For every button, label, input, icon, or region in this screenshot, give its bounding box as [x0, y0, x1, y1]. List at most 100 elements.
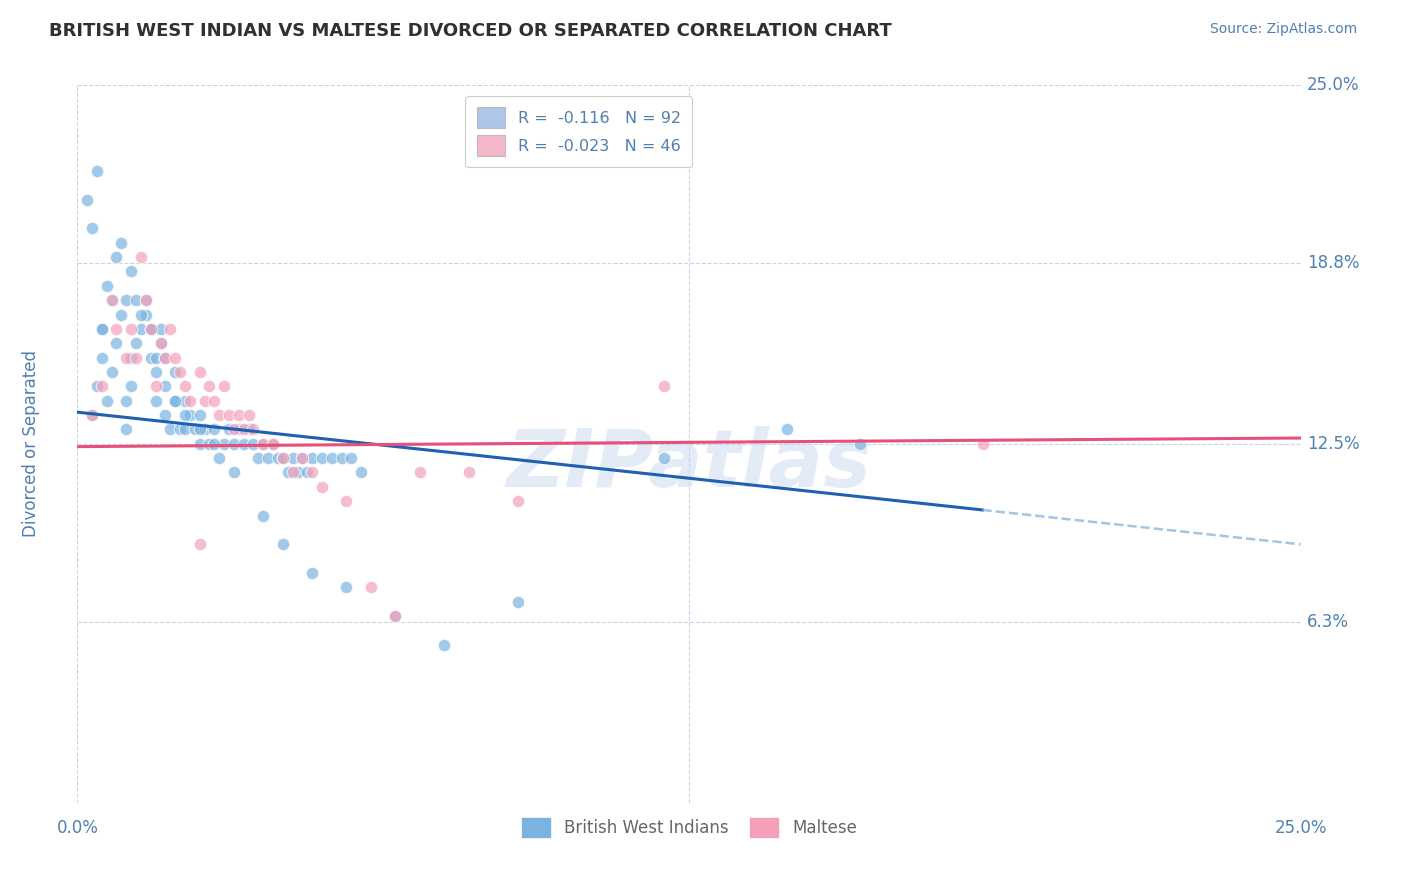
Point [155, 408, 177, 422]
Point [262, 436, 284, 450]
Text: ZIPatlas: ZIPatlas [506, 426, 872, 504]
Point [384, 609, 406, 624]
Point [155, 351, 177, 365]
Point [145, 379, 167, 393]
Point [281, 451, 304, 466]
Point [340, 451, 363, 466]
Point [100, 365, 122, 379]
Point [252, 508, 274, 523]
Point [174, 379, 197, 393]
Point [252, 436, 274, 450]
Point [139, 322, 162, 336]
Point [776, 422, 799, 436]
Text: 6.3%: 6.3% [1306, 613, 1348, 631]
Point [287, 466, 309, 480]
Point [100, 293, 122, 307]
Point [159, 422, 181, 436]
Point [149, 336, 172, 351]
Point [90, 322, 112, 336]
Point [149, 336, 172, 351]
Point [238, 422, 260, 436]
Point [120, 264, 142, 278]
Point [267, 451, 290, 466]
Point [188, 537, 211, 551]
Point [972, 436, 994, 450]
Point [110, 235, 132, 250]
Point [76, 193, 98, 207]
Point [232, 422, 254, 436]
Point [232, 436, 254, 450]
Point [90, 351, 112, 365]
Text: 18.8%: 18.8% [1306, 254, 1360, 272]
Point [202, 422, 225, 436]
Point [90, 379, 112, 393]
Point [193, 393, 215, 408]
Point [271, 451, 294, 466]
Point [271, 537, 294, 551]
Point [86, 164, 108, 178]
Point [120, 379, 142, 393]
Point [129, 308, 152, 322]
Point [125, 351, 148, 365]
Point [222, 436, 245, 450]
Point [212, 379, 235, 393]
Point [96, 393, 118, 408]
Point [252, 436, 274, 450]
Point [208, 408, 231, 422]
Point [155, 379, 177, 393]
Point [90, 322, 112, 336]
Point [291, 451, 314, 466]
Point [155, 351, 177, 365]
Point [169, 422, 191, 436]
Point [849, 436, 872, 450]
Point [115, 293, 138, 307]
Point [271, 451, 294, 466]
Legend: British West Indians, Maltese: British West Indians, Maltese [515, 810, 863, 845]
Point [174, 408, 197, 422]
Point [457, 466, 479, 480]
Text: 25.0%: 25.0% [1274, 819, 1327, 837]
Point [100, 293, 122, 307]
Point [174, 422, 197, 436]
Point [228, 422, 250, 436]
Point [179, 408, 201, 422]
Point [86, 379, 108, 393]
Point [105, 250, 128, 264]
Point [188, 408, 211, 422]
Point [145, 351, 167, 365]
Text: BRITISH WEST INDIAN VS MALTESE DIVORCED OR SEPARATED CORRELATION CHART: BRITISH WEST INDIAN VS MALTESE DIVORCED … [49, 22, 891, 40]
Point [165, 393, 187, 408]
Point [165, 393, 187, 408]
Point [80, 408, 103, 422]
Point [281, 466, 304, 480]
Point [301, 451, 323, 466]
Point [120, 351, 142, 365]
Point [135, 293, 157, 307]
Point [115, 393, 138, 408]
Text: 0.0%: 0.0% [56, 819, 98, 837]
Point [96, 278, 118, 293]
Point [218, 422, 240, 436]
Point [218, 408, 240, 422]
Point [654, 379, 676, 393]
Point [242, 436, 264, 450]
Point [311, 451, 333, 466]
Point [188, 422, 211, 436]
Point [188, 365, 211, 379]
Point [125, 293, 148, 307]
Point [198, 379, 221, 393]
Point [139, 322, 162, 336]
Point [654, 451, 676, 466]
Text: 25.0%: 25.0% [1306, 76, 1360, 94]
Point [247, 451, 270, 466]
Point [149, 322, 172, 336]
Point [188, 436, 211, 450]
Point [311, 480, 333, 494]
Point [145, 365, 167, 379]
Point [242, 422, 264, 436]
Point [238, 408, 260, 422]
Point [409, 466, 432, 480]
Text: Source: ZipAtlas.com: Source: ZipAtlas.com [1209, 22, 1357, 37]
Point [350, 466, 373, 480]
Point [277, 466, 299, 480]
